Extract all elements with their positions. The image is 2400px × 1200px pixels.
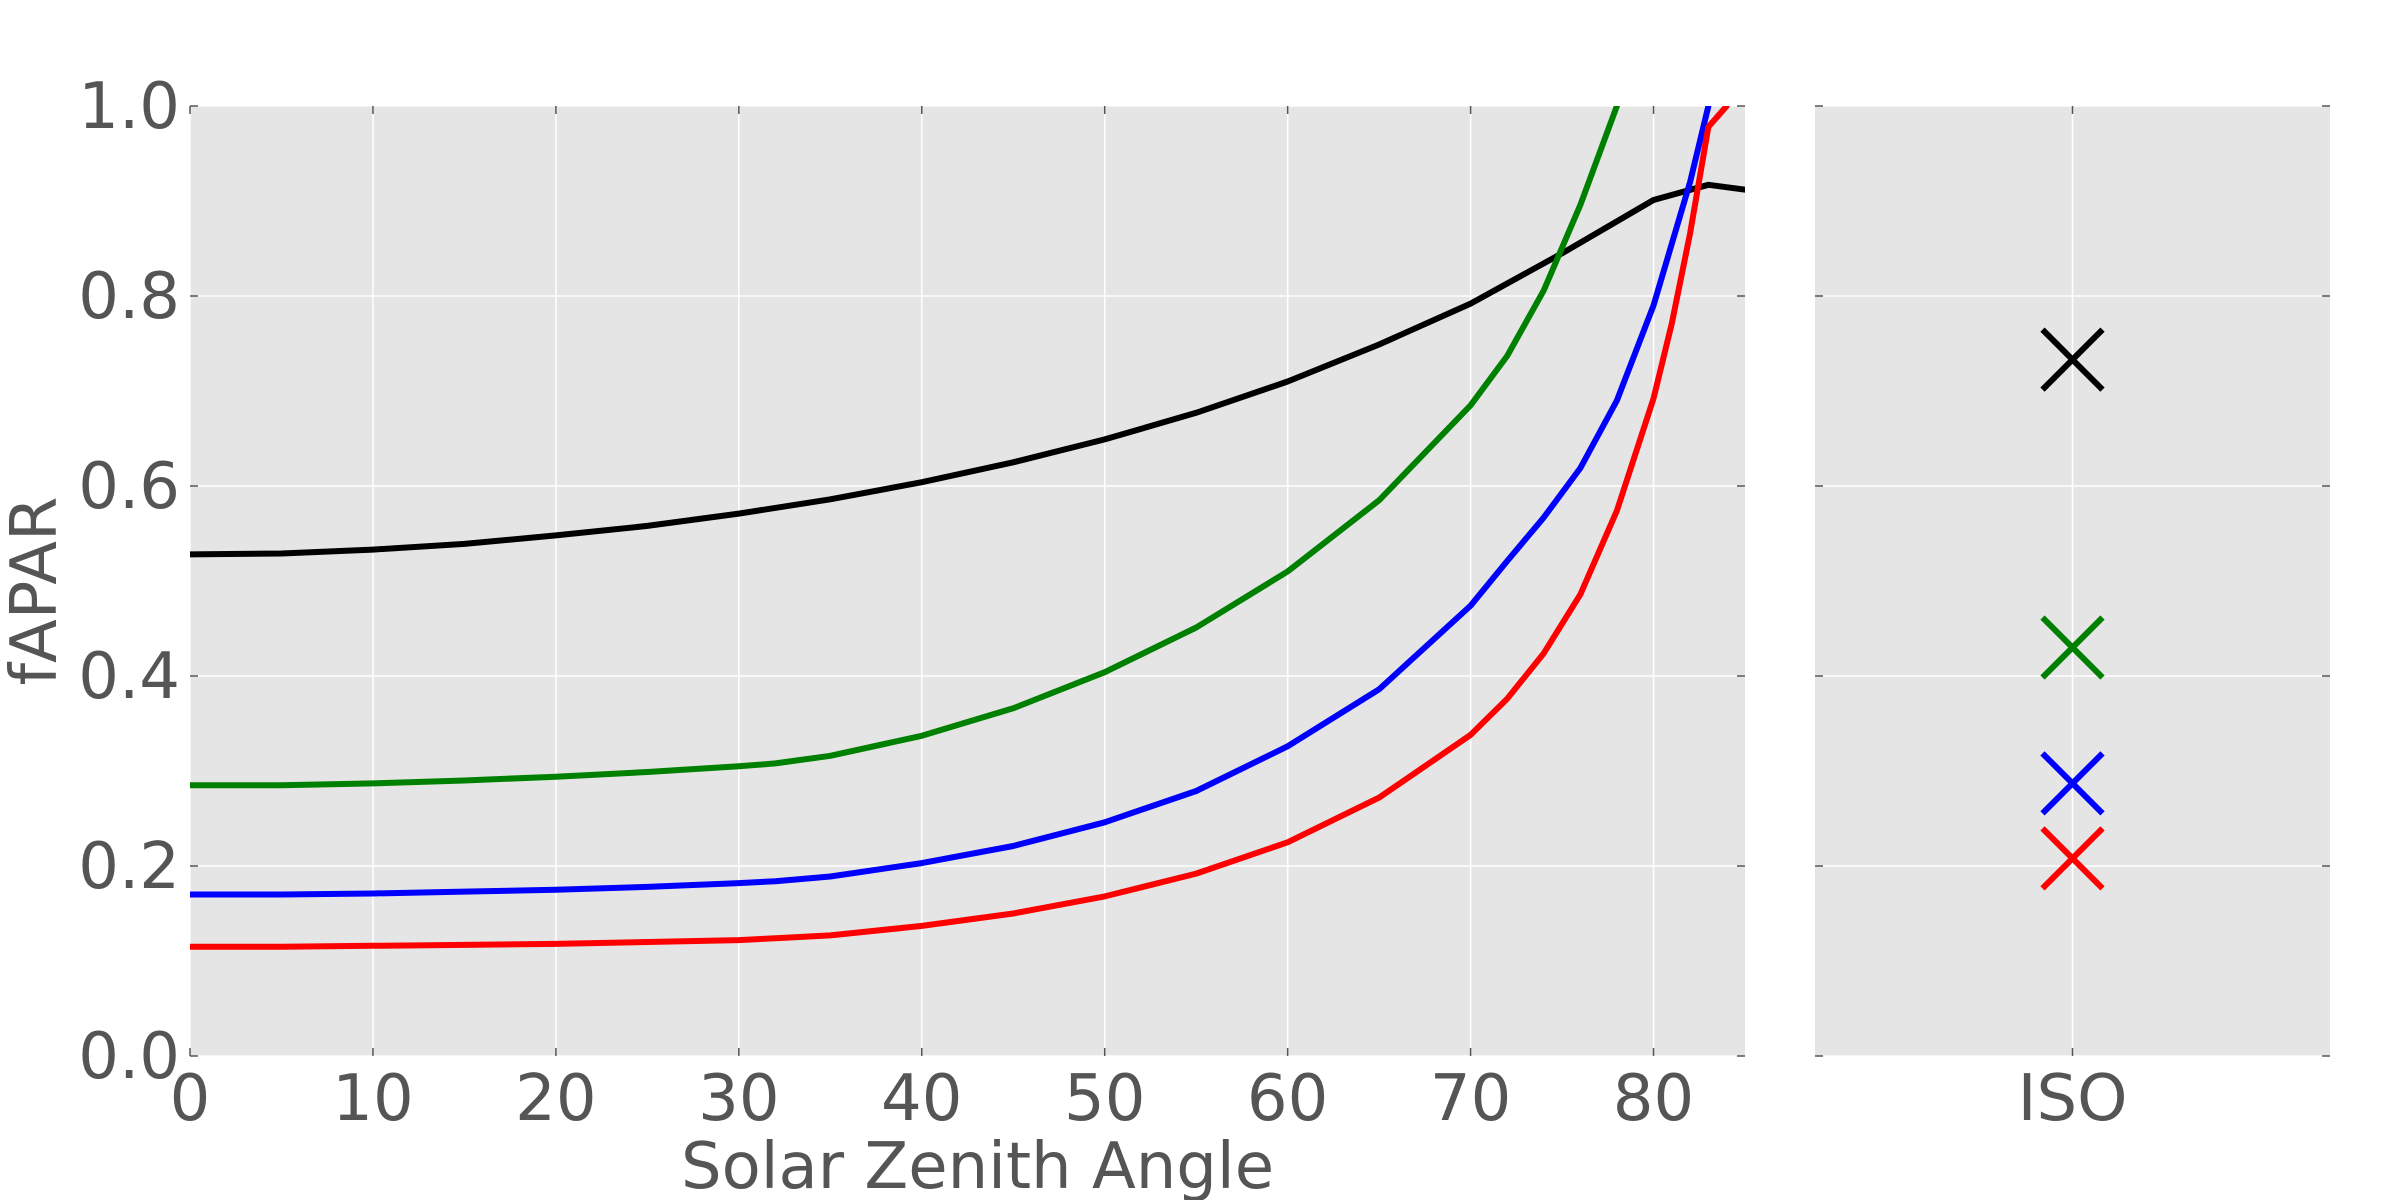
x-tick-label: 30 (698, 1062, 779, 1136)
main-series-lines (190, 106, 1745, 950)
y-tick-label: 0.6 (78, 450, 180, 524)
main-tick-marks (189, 105, 1745, 1057)
side-markers (2040, 327, 2105, 891)
x-marker-stroke (2040, 751, 2105, 816)
x-tick-label: 50 (1064, 1062, 1145, 1136)
x-marker-3 (2040, 826, 2105, 891)
x-marker-2 (2040, 751, 2105, 816)
x-tick-labels: 0 10 20 30 40 50 60 70 80 (170, 1062, 1695, 1136)
main-plot-background (190, 106, 1745, 1056)
side-tick-marks (1815, 105, 2330, 1057)
x-tick-label: 60 (1247, 1062, 1328, 1136)
x-marker-stroke (2040, 615, 2105, 680)
main-plot-panel: 0 10 20 30 40 50 60 70 80 0.0 0.2 0.4 0.6 0.8 1.0 Sol… (0, 70, 1745, 1200)
side-grid (1815, 105, 2330, 1057)
y-tick-label: 0.0 (78, 1020, 180, 1094)
x-axis-label: Solar Zenith Angle (681, 1130, 1274, 1200)
side-plot-panel: ISO (1815, 105, 2330, 1136)
x-tick-label: 40 (881, 1062, 962, 1136)
series-line-1 (190, 106, 1620, 789)
y-tick-label: 1.0 (78, 70, 180, 144)
x-marker-1 (2040, 615, 2105, 680)
x-marker-stroke (2040, 826, 2105, 891)
x-tick-label: 70 (1430, 1062, 1511, 1136)
x-tick-label: 80 (1613, 1062, 1694, 1136)
side-category-label: ISO (2018, 1062, 2128, 1136)
y-tick-label: 0.4 (78, 640, 180, 714)
y-tick-label: 0.2 (78, 830, 180, 904)
series-line-3 (190, 106, 1730, 950)
x-tick-label: 20 (515, 1062, 596, 1136)
x-tick-label: 10 (332, 1062, 413, 1136)
series-line-2 (190, 106, 1712, 898)
x-tick-label: 0 (170, 1062, 211, 1136)
y-tick-labels: 0.0 0.2 0.4 0.6 0.8 1.0 (78, 70, 180, 1094)
x-marker-0 (2040, 327, 2105, 392)
y-tick-label: 0.8 (78, 260, 180, 334)
y-axis-label: fAPAR (0, 496, 72, 685)
x-marker-stroke (2040, 327, 2105, 392)
